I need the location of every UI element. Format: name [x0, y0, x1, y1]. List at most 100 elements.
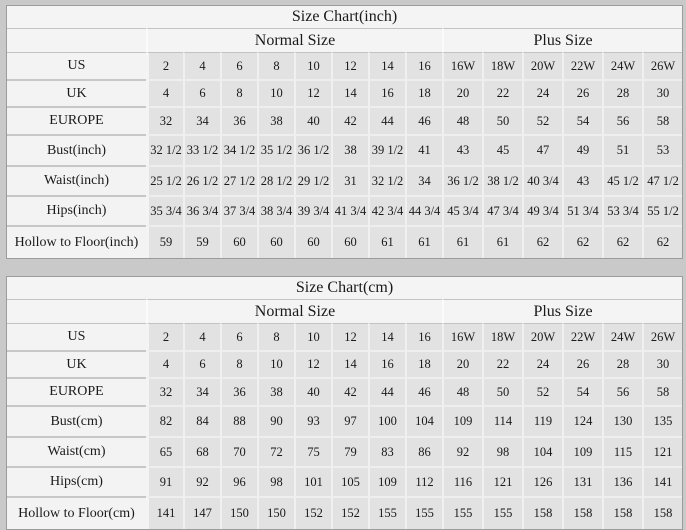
table-row: Hips(cm) 91 92 96 98 101 105 109 112 116 121 126 131…: [7, 466, 683, 496]
row-label: US: [7, 323, 146, 350]
size-value-cell: 124: [562, 405, 602, 436]
size-value-cell: 18W: [482, 52, 522, 79]
size-value-cell: 12: [331, 52, 368, 79]
size-value-cell: 24W: [602, 52, 642, 79]
size-value-cell: 112: [405, 466, 442, 496]
group-header-row: Normal Size Plus Size: [7, 28, 683, 52]
size-value-cell: 30: [642, 350, 683, 377]
size-value-cell: 16: [368, 79, 405, 106]
table-row: Bust(cm) 82 84 88 90 93 97 100 104 109 114 119 124 13…: [7, 405, 683, 436]
size-value-cell: 2: [146, 323, 183, 350]
size-value-cell: 56: [602, 377, 642, 405]
row-label: Bust(inch): [7, 134, 146, 165]
size-value-cell: 47 1/2: [642, 165, 683, 195]
size-value-cell: 59: [146, 225, 183, 258]
size-chart-inch-table: Size Chart(inch) Normal Size Plus Size U…: [6, 5, 684, 259]
size-value-cell: 36: [220, 106, 257, 134]
size-value-cell: 10: [294, 323, 331, 350]
size-value-cell: 4: [183, 323, 220, 350]
table-title-row: Size Chart(cm): [7, 277, 683, 299]
size-value-cell: 8: [257, 323, 294, 350]
size-value-cell: 10: [257, 350, 294, 377]
size-value-cell: 10: [294, 52, 331, 79]
row-label: Hips(cm): [7, 466, 146, 496]
size-value-cell: 96: [220, 466, 257, 496]
size-value-cell: 2: [146, 52, 183, 79]
row-label: Waist(cm): [7, 436, 146, 466]
size-value-cell: 38 3/4: [257, 195, 294, 225]
size-value-cell: 48: [442, 106, 482, 134]
size-value-cell: 155: [368, 496, 405, 529]
size-value-cell: 59: [183, 225, 220, 258]
size-value-cell: 72: [257, 436, 294, 466]
size-value-cell: 46: [405, 106, 442, 134]
size-value-cell: 14: [368, 323, 405, 350]
size-value-cell: 20: [442, 79, 482, 106]
table-row: EUROPE 32 34 36 38 40 42 44 46 48 50 52 54 56 58: [7, 377, 683, 405]
size-value-cell: 121: [482, 466, 522, 496]
size-value-cell: 27 1/2: [220, 165, 257, 195]
size-value-cell: 158: [522, 496, 562, 529]
size-value-cell: 12: [294, 350, 331, 377]
size-value-cell: 49: [562, 134, 602, 165]
size-value-cell: 37 3/4: [220, 195, 257, 225]
size-value-cell: 116: [442, 466, 482, 496]
table-row: Waist(inch) 25 1/2 26 1/2 27 1/2 28 1/2 29 1/…: [7, 165, 683, 195]
row-label: Hollow to Floor(cm): [7, 496, 146, 529]
size-value-cell: 58: [642, 106, 683, 134]
size-value-cell: 60: [294, 225, 331, 258]
size-value-cell: 141: [146, 496, 183, 529]
size-value-cell: 41 3/4: [331, 195, 368, 225]
table-title: Size Chart(inch): [7, 6, 683, 28]
size-value-cell: 42: [331, 377, 368, 405]
size-value-cell: 16: [405, 52, 442, 79]
size-value-cell: 60: [257, 225, 294, 258]
size-value-cell: 20W: [522, 323, 562, 350]
size-value-cell: 141: [642, 466, 683, 496]
size-value-cell: 14: [368, 52, 405, 79]
size-value-cell: 45 1/2: [602, 165, 642, 195]
size-value-cell: 6: [183, 79, 220, 106]
row-label: EUROPE: [7, 106, 146, 134]
size-value-cell: 32 1/2: [368, 165, 405, 195]
size-value-cell: 8: [257, 52, 294, 79]
size-value-cell: 131: [562, 466, 602, 496]
size-value-cell: 18W: [482, 323, 522, 350]
size-value-cell: 34: [183, 106, 220, 134]
size-value-cell: 26: [562, 79, 602, 106]
size-value-cell: 38 1/2: [482, 165, 522, 195]
size-value-cell: 32: [146, 106, 183, 134]
size-value-cell: 26W: [642, 52, 683, 79]
size-value-cell: 18: [405, 79, 442, 106]
size-value-cell: 101: [294, 466, 331, 496]
row-label: Waist(inch): [7, 165, 146, 195]
size-value-cell: 22: [482, 350, 522, 377]
size-value-cell: 14: [331, 350, 368, 377]
corner-cell: [7, 28, 146, 52]
size-value-cell: 4: [183, 52, 220, 79]
size-value-cell: 75: [294, 436, 331, 466]
size-value-cell: 52: [522, 106, 562, 134]
size-value-cell: 38: [331, 134, 368, 165]
size-value-cell: 26 1/2: [183, 165, 220, 195]
size-value-cell: 61: [368, 225, 405, 258]
size-value-cell: 88: [220, 405, 257, 436]
size-value-cell: 60: [331, 225, 368, 258]
size-value-cell: 50: [482, 377, 522, 405]
size-value-cell: 83: [368, 436, 405, 466]
size-value-cell: 92: [442, 436, 482, 466]
size-value-cell: 135: [642, 405, 683, 436]
size-value-cell: 22W: [562, 52, 602, 79]
size-value-cell: 40: [294, 106, 331, 134]
size-value-cell: 33 1/2: [183, 134, 220, 165]
size-value-cell: 46: [405, 377, 442, 405]
size-value-cell: 24: [522, 79, 562, 106]
size-value-cell: 53 3/4: [602, 195, 642, 225]
size-value-cell: 51 3/4: [562, 195, 602, 225]
size-value-cell: 39 3/4: [294, 195, 331, 225]
size-value-cell: 36: [220, 377, 257, 405]
table-row: Hips(inch) 35 3/4 36 3/4 37 3/4 38 3/4 39 3/4…: [7, 195, 683, 225]
size-chart-inch-body: US 2 4 6 8 10 12 14 16 16W 18W 20W 22W 24W 26W UK 4 6 8 10 1…: [7, 52, 683, 258]
size-value-cell: 58: [642, 377, 683, 405]
size-value-cell: 68: [183, 436, 220, 466]
